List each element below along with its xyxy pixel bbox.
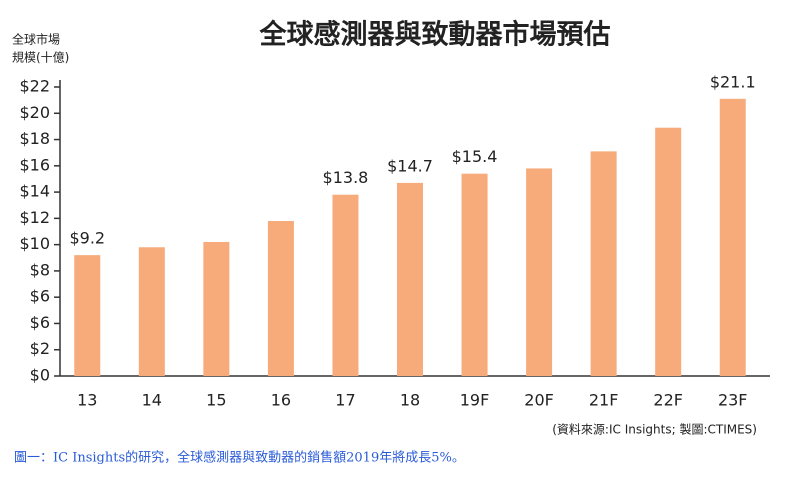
value-label: $9.2 — [69, 229, 105, 248]
value-label: $15.4 — [452, 147, 498, 166]
bar — [461, 173, 488, 376]
bar — [138, 247, 165, 376]
bar — [203, 242, 230, 376]
x-tick-label: 21F — [589, 391, 619, 410]
x-tick-label: 23F — [718, 391, 748, 410]
y-tick-label: $0 — [30, 366, 50, 385]
bar — [719, 98, 746, 376]
x-tick-label: 15 — [206, 391, 226, 410]
y-tick-label: $12 — [19, 208, 50, 227]
value-label: $21.1 — [710, 72, 756, 91]
bar — [655, 127, 682, 377]
caption: 圖一：IC Insights的研究，全球感測器與致動器的銷售額2019年將成長5… — [14, 450, 465, 466]
bar — [267, 220, 294, 376]
x-tick-label: 13 — [77, 391, 97, 410]
y-tick-label: $10 — [19, 234, 50, 253]
y-tick-label: $6 — [30, 287, 50, 306]
y-tick-label: $16 — [19, 155, 50, 174]
y-tick-label: $14 — [19, 182, 50, 201]
value-label: $14.7 — [387, 156, 433, 175]
bar — [74, 255, 101, 376]
y-tick-label: $18 — [19, 129, 50, 148]
value-label: $13.8 — [323, 168, 369, 187]
bar — [590, 151, 617, 376]
x-tick-label: 20F — [524, 391, 554, 410]
bar — [332, 194, 359, 376]
x-tick-label: 22F — [653, 391, 683, 410]
x-tick-label: 17 — [335, 391, 355, 410]
x-tick-label: 18 — [400, 391, 420, 410]
y-tick-label: $22 — [19, 77, 50, 96]
y-tick-label: $20 — [19, 103, 50, 122]
x-tick-label: 16 — [271, 391, 291, 410]
x-tick-label: 19F — [460, 391, 490, 410]
y-axis-label: 全球市場 — [12, 32, 60, 47]
y-tick-label: $2 — [30, 339, 50, 358]
source: (資料來源:IC Insights; 製圖:CTIMES) — [552, 423, 757, 437]
x-tick-label: 14 — [142, 391, 162, 410]
y-axis-label: 規模(十億) — [12, 50, 69, 65]
chart-title: 全球感測器與致動器市場預估 — [259, 19, 611, 51]
y-tick-label: $6 — [30, 313, 50, 332]
bar — [526, 168, 553, 376]
bar — [397, 182, 423, 376]
y-tick-label: $8 — [30, 260, 50, 279]
